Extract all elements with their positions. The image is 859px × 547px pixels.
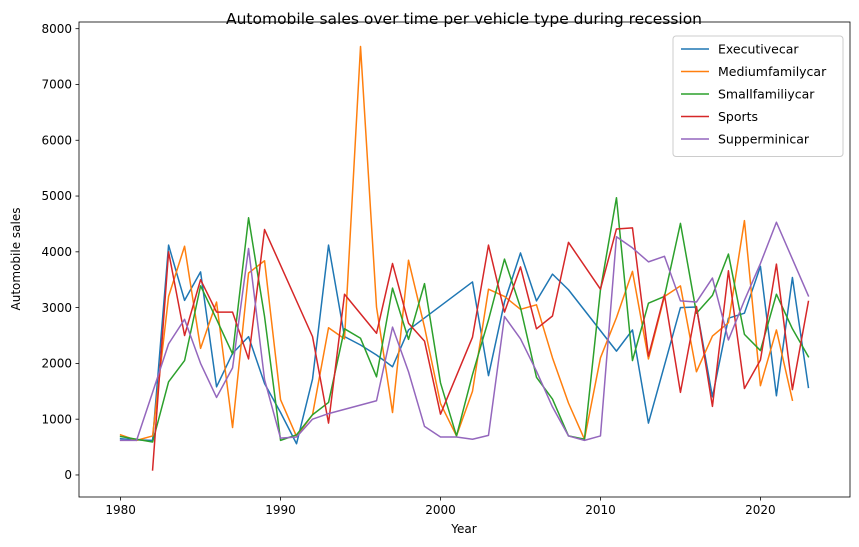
chart-title: Automobile sales over time per vehicle t… (226, 10, 702, 28)
x-axis-label: Year (450, 522, 476, 536)
x-tick-label: 1980 (105, 503, 136, 517)
series-line-smallfamiliycar (119, 196, 810, 443)
series-line-sports (151, 227, 810, 471)
x-tick-label: 2010 (585, 503, 616, 517)
y-tick-label: 3000 (41, 301, 72, 315)
y-tick-label: 5000 (41, 189, 72, 203)
series-line-executivecar (119, 244, 810, 445)
y-tick-label: 2000 (41, 357, 72, 371)
x-axis: 1980 1990 2000 2010 2020 (105, 497, 776, 517)
legend-label-mediumfamilycar: Mediumfamilycar (718, 64, 827, 79)
legend-label-smallfamiliycar: Smallfamiliycar (718, 87, 815, 102)
plot-frame (78, 21, 851, 498)
x-tick-label: 2020 (745, 503, 776, 517)
legend-box (672, 35, 844, 157)
y-tick-label: 7000 (41, 78, 72, 92)
legend-label-executivecar: Executivecar (718, 42, 799, 57)
x-tick-label: 2000 (425, 503, 456, 517)
legend: Executivecar Mediumfamilycar Smallfamiliyc… (672, 35, 844, 157)
y-tick-label: 8000 (41, 22, 72, 36)
y-tick-label: 0 (64, 468, 72, 482)
y-axis-label: Automobile sales (9, 208, 23, 311)
y-tick-label: 1000 (41, 412, 72, 426)
y-tick-label: 6000 (41, 133, 72, 147)
legend-label-sports: Sports (718, 109, 758, 124)
series-layer (119, 45, 810, 471)
legend-label-supperminicar: Supperminicar (718, 132, 810, 147)
y-axis: 0 1000 2000 3000 4000 5000 6000 7000 8000 (41, 22, 79, 482)
y-tick-label: 4000 (41, 245, 72, 259)
series-line-supperminicar (119, 221, 810, 442)
x-tick-label: 1990 (265, 503, 296, 517)
